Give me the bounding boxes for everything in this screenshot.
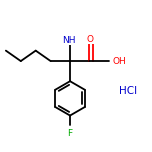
Text: O: O: [87, 35, 94, 44]
Text: HCl: HCl: [119, 86, 137, 96]
Text: F: F: [67, 129, 73, 138]
Text: NH: NH: [62, 36, 76, 45]
Text: OH: OH: [113, 57, 126, 66]
